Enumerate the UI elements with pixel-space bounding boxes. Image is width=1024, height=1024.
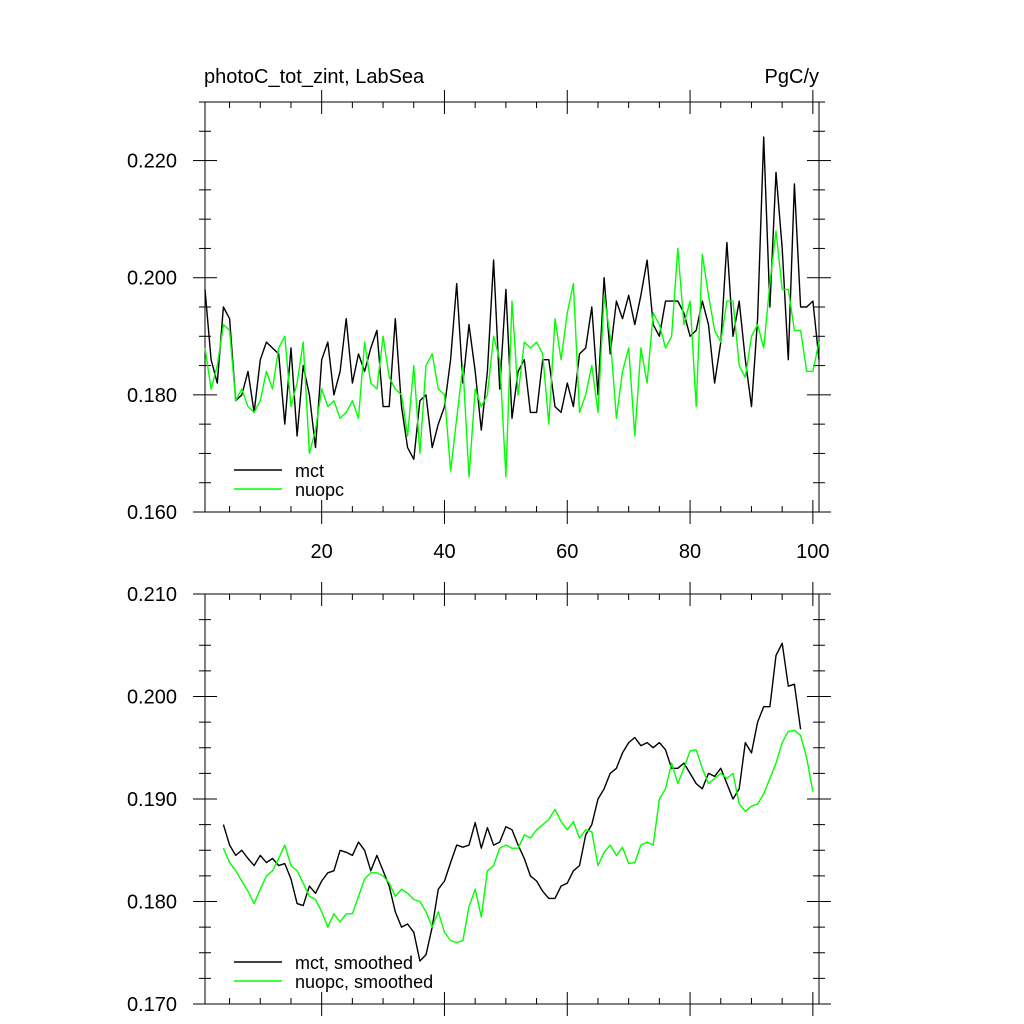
y-tick-label: 0.190 xyxy=(127,789,177,811)
legend-label: mct, smoothed xyxy=(295,953,413,973)
series-line-nuopc-smoothed xyxy=(222,729,814,944)
units-label: PgC/y xyxy=(765,66,819,88)
y-tick-label: 0.170 xyxy=(127,994,177,1016)
legend-label: nuopc, smoothed xyxy=(295,972,433,992)
chart-title: photoC_tot_zint, LabSea xyxy=(204,66,425,88)
series-line-nuopc xyxy=(204,230,820,478)
legend-label: mct xyxy=(295,461,324,481)
plot-frame xyxy=(204,593,820,1005)
y-tick-label: 0.200 xyxy=(127,268,177,290)
y-tick-label: 0.200 xyxy=(127,687,177,709)
bottom-panel: 0.170 0.180 0.190 0.200 0.210 mct, smoothednu… xyxy=(127,582,831,1016)
x-tick-label: 80 xyxy=(679,541,701,563)
y-tick-label: 0.220 xyxy=(127,151,177,173)
x-tick-label: 60 xyxy=(556,541,578,563)
x-tick-label: 100 xyxy=(796,541,829,563)
legend-label: nuopc xyxy=(295,480,344,500)
y-tick-label: 0.210 xyxy=(127,584,177,606)
y-tick-label: 0.160 xyxy=(127,502,177,524)
x-tick-label: 40 xyxy=(433,541,455,563)
x-tick-label: 20 xyxy=(311,541,333,563)
y-tick-label: 0.180 xyxy=(127,385,177,407)
top-panel: photoC_tot_zint, LabSea PgC/y 20 40 60 80 10… xyxy=(127,66,831,563)
series-line-mct-smoothed xyxy=(222,642,802,962)
y-tick-label: 0.180 xyxy=(127,892,177,914)
series-line-mct xyxy=(204,136,820,460)
